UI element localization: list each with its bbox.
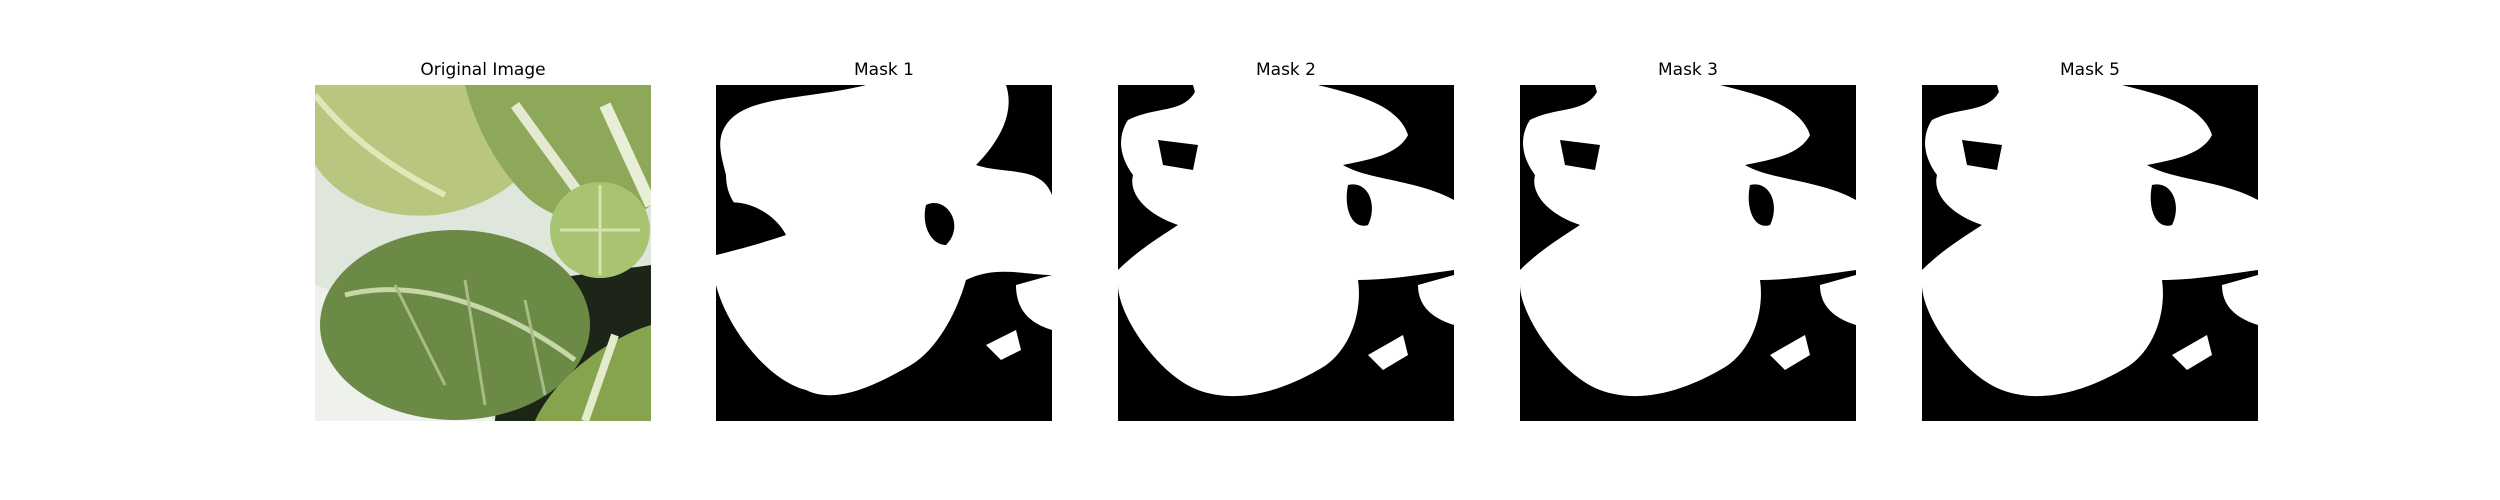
panel-title-mask-3: Mask 3 bbox=[1657, 60, 1718, 80]
mask-1-image bbox=[716, 85, 1052, 421]
mask-2 bbox=[1118, 85, 1454, 421]
mask-3 bbox=[1520, 85, 1856, 421]
panel-title-mask-2: Mask 2 bbox=[1255, 60, 1316, 80]
panel-title-mask-1: Mask 1 bbox=[853, 60, 914, 80]
original-image bbox=[315, 85, 651, 421]
mask-3-image bbox=[1520, 85, 1856, 421]
panel-title-original-image: Original Image bbox=[420, 60, 546, 80]
mask-5 bbox=[1922, 85, 2258, 421]
mask-2-image bbox=[1118, 85, 1454, 421]
mask-5-image bbox=[1922, 85, 2258, 421]
plant-photo bbox=[315, 85, 651, 421]
mask-1 bbox=[716, 85, 1052, 421]
panel-title-mask-5: Mask 5 bbox=[2059, 60, 2120, 80]
